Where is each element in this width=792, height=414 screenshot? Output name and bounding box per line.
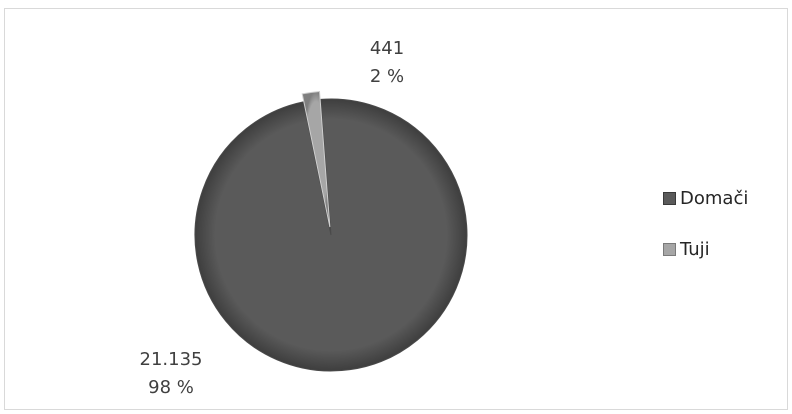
legend-label-domaci: Domači xyxy=(680,188,749,209)
legend-item-tuji: Tuji xyxy=(663,236,748,263)
legend-label-tuji: Tuji xyxy=(680,239,710,260)
legend-item-domaci: Domači xyxy=(663,185,748,212)
data-label-domaci: 21.135 98 % xyxy=(133,346,209,402)
legend: Domači Tuji xyxy=(663,185,748,287)
data-label-domaci-percent: 98 % xyxy=(148,377,194,398)
pie-slice-tuji xyxy=(301,90,331,228)
pie-chart xyxy=(194,90,468,372)
data-label-domaci-value: 21.135 xyxy=(139,349,203,370)
data-label-tuji: 441 2 % xyxy=(357,35,417,91)
data-label-tuji-value: 441 xyxy=(369,38,405,59)
chart-area: 21.135 98 % 441 2 % Domači Tuji xyxy=(4,8,788,410)
legend-swatch-domaci xyxy=(663,192,676,205)
data-label-tuji-percent: 2 % xyxy=(369,66,405,87)
pie-slice-doma-i xyxy=(194,98,468,372)
legend-swatch-tuji xyxy=(663,243,676,256)
